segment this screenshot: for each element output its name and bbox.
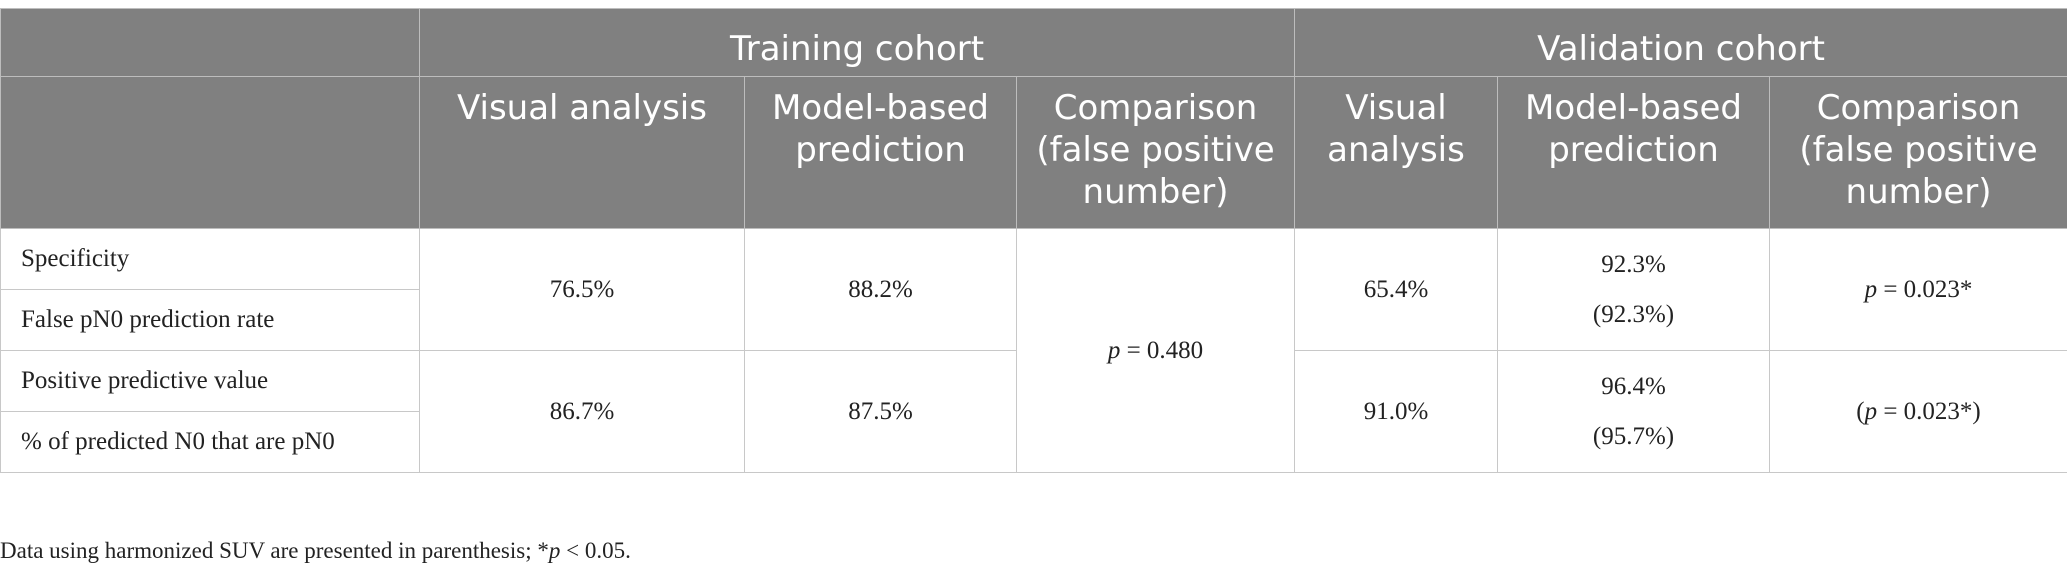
header-empty-cell — [0, 76, 420, 229]
validation-ppv-model-cell: 96.4% (95.7%) — [1497, 350, 1770, 473]
header-row-cohorts: Training cohort Validation cohort — [0, 8, 2067, 77]
training-visual-header: Visual analysis — [419, 76, 745, 229]
table-row-ppv: Positive predictive value 86.7% 87.5% 91… — [0, 350, 2067, 473]
validation-cohort-header: Validation cohort — [1293, 8, 2067, 77]
training-specificity-model: 88.2% — [744, 228, 1017, 351]
paren-open: ( — [1856, 397, 1865, 425]
training-ppv-model: 87.5% — [744, 350, 1017, 473]
validation-specificity-visual: 65.4% — [1294, 228, 1498, 351]
p-symbol: p — [1107, 336, 1121, 364]
header-row-methods: Visual analysis Model-based prediction C… — [0, 76, 2067, 229]
footnote-tail: < 0.05. — [560, 538, 631, 563]
validation-specificity-model-cell: 92.3% (92.3%) — [1497, 228, 1770, 351]
validation-model-header: Model-based prediction — [1497, 76, 1770, 229]
header-empty-cell — [0, 8, 420, 77]
validation-ppv-comparison: (p = 0.023*) — [1768, 350, 2067, 473]
training-comparison-value: = 0.480 — [1120, 336, 1204, 364]
p-symbol: p — [548, 538, 561, 563]
row-label-predicted-n0: % of predicted N0 that are pN0 — [0, 411, 420, 473]
row-label-ppv: Positive predictive value — [0, 350, 420, 412]
validation-specificity-comparison: p = 0.023* — [1768, 228, 2067, 351]
training-model-header: Model-based prediction — [744, 76, 1017, 229]
validation-visual-header: Visual analysis — [1294, 76, 1498, 229]
results-table: Training cohort Validation cohort Visual… — [0, 8, 2067, 473]
table-footnote: Data using harmonized SUV are presented … — [0, 538, 631, 564]
validation-ppv-model-harmonized: (95.7%) — [1592, 422, 1675, 450]
table-row-specificity: Specificity 76.5% 88.2% p = 0.480 65.4% … — [0, 228, 2067, 473]
training-comparison-cell: p = 0.480 — [1016, 228, 1295, 473]
row-label-specificity: Specificity — [0, 228, 420, 290]
p-symbol: p — [1864, 275, 1878, 303]
validation-ppv-visual: 91.0% — [1294, 350, 1498, 473]
training-specificity-visual: 76.5% — [419, 228, 745, 351]
validation-comparison-header: Comparison (false positive number) — [1768, 76, 2067, 229]
table-row-predicted-n0: % of predicted N0 that are pN0 — [0, 411, 2067, 473]
training-cohort-header: Training cohort — [419, 8, 1295, 77]
training-ppv-visual: 86.7% — [419, 350, 745, 473]
validation-ppv-comparison-value: = 0.023*) — [1877, 397, 1981, 425]
table-row-false-pn0: False pN0 prediction rate — [0, 289, 2067, 351]
footnote-text: Data using harmonized SUV are presented … — [0, 538, 549, 563]
validation-specificity-model: 92.3% — [1601, 250, 1666, 278]
p-symbol: p — [1864, 397, 1878, 425]
validation-ppv-model: 96.4% — [1601, 372, 1666, 400]
validation-specificity-comparison-value: = 0.023* — [1877, 275, 1973, 303]
row-label-false-pn0: False pN0 prediction rate — [0, 289, 420, 351]
validation-specificity-model-harmonized: (92.3%) — [1592, 300, 1675, 328]
training-comparison-header: Comparison (false positive number) — [1016, 76, 1295, 229]
